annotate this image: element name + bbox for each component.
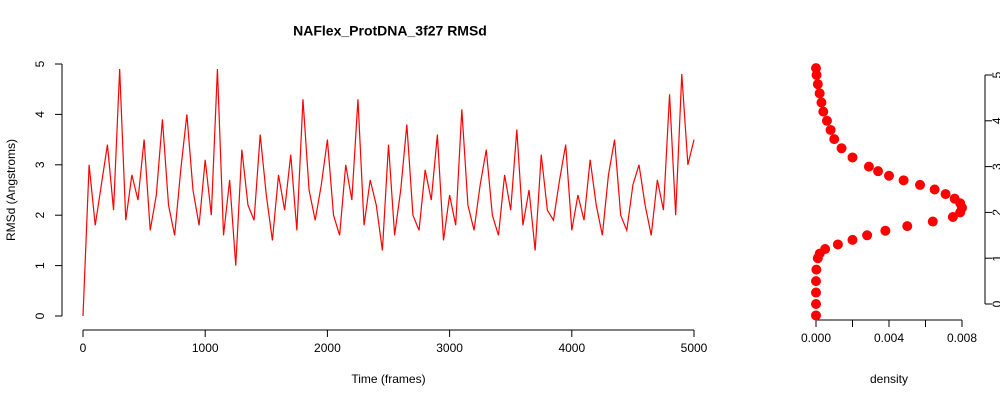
x-tick-label: 0.000 [801, 331, 831, 345]
density-point [940, 189, 951, 200]
x-tick-label: 4000 [558, 341, 585, 355]
density-point [862, 230, 873, 241]
density-point [820, 244, 831, 255]
density-point [863, 161, 874, 172]
x-tick-label: 0.004 [874, 331, 904, 345]
density-point [836, 143, 847, 154]
x-axis-label: density [870, 372, 908, 386]
y-tick-label: 0 [990, 300, 1000, 307]
x-tick-label: 2000 [314, 341, 341, 355]
y-tick-label: 0 [33, 312, 47, 319]
density-point [811, 299, 821, 309]
x-axis-label: Time (frames) [351, 372, 425, 386]
density-point [818, 106, 829, 117]
density-point [811, 264, 822, 275]
x-tick-label: 5000 [681, 341, 708, 355]
y-tick-label: 5 [990, 71, 1000, 78]
density-point [847, 152, 858, 163]
data-line [82, 69, 695, 317]
density-point [832, 239, 843, 250]
density-point [812, 79, 823, 90]
y-tick-label: 5 [33, 60, 47, 67]
x-tick-label: 0.008 [947, 331, 977, 345]
density-point [811, 63, 821, 74]
density-point [811, 276, 821, 287]
density-point [811, 287, 821, 298]
density-point [821, 115, 832, 126]
density-point [816, 97, 827, 108]
density-point [880, 225, 891, 236]
y-tick-label: 4 [990, 117, 1000, 124]
x-tick-label: 3000 [436, 341, 463, 355]
y-tick-label: 1 [33, 262, 47, 269]
density-point [847, 234, 858, 245]
density-point [949, 193, 960, 204]
y-tick-label: 2 [33, 212, 47, 219]
y-tick-label: 3 [990, 163, 1000, 170]
density-point [884, 170, 894, 181]
density-point [927, 216, 938, 227]
density-point [811, 310, 821, 321]
y-axis-label: RMSd (Angstroms) [4, 139, 18, 241]
density-point [829, 134, 840, 145]
x-tick-label: 1000 [192, 341, 219, 355]
y-tick-label: 2 [990, 209, 1000, 216]
x-tick-label: 0 [80, 341, 87, 355]
density-point [898, 175, 909, 186]
y-tick-label: 3 [33, 161, 47, 168]
density-point [947, 211, 958, 222]
y-tick-label: 1 [990, 255, 1000, 262]
density-point [915, 179, 926, 190]
density-point [902, 221, 913, 232]
density-point [825, 124, 836, 135]
y-tick-label: 4 [33, 111, 47, 118]
density-point [873, 166, 884, 177]
density-point [929, 184, 940, 195]
chart-title: NAFlex_ProtDNA_3f27 RMSd [293, 23, 487, 39]
density-point [814, 88, 825, 99]
